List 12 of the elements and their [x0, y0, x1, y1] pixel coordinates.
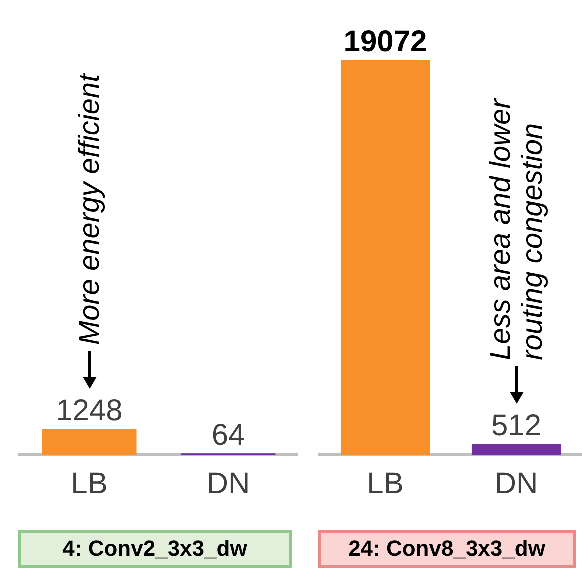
x-tick-label: DN	[206, 467, 250, 500]
x-tick-label: LB	[71, 467, 108, 500]
x-axis-title: 24: Conv8_3x3_dw	[318, 530, 576, 568]
data-label: 512	[491, 410, 542, 443]
x-axis-title: 4: Conv2_3x3_dw	[18, 530, 292, 568]
x-tick-label: DN	[494, 467, 538, 500]
data-label: 64	[212, 418, 246, 452]
data-label: 1248	[56, 394, 123, 428]
data-label: 19072	[344, 25, 428, 58]
annotation: Less area and lower routing congestion	[484, 98, 548, 360]
x-tick-label: LB	[367, 467, 404, 500]
annotation: More energy efficient	[74, 72, 106, 346]
